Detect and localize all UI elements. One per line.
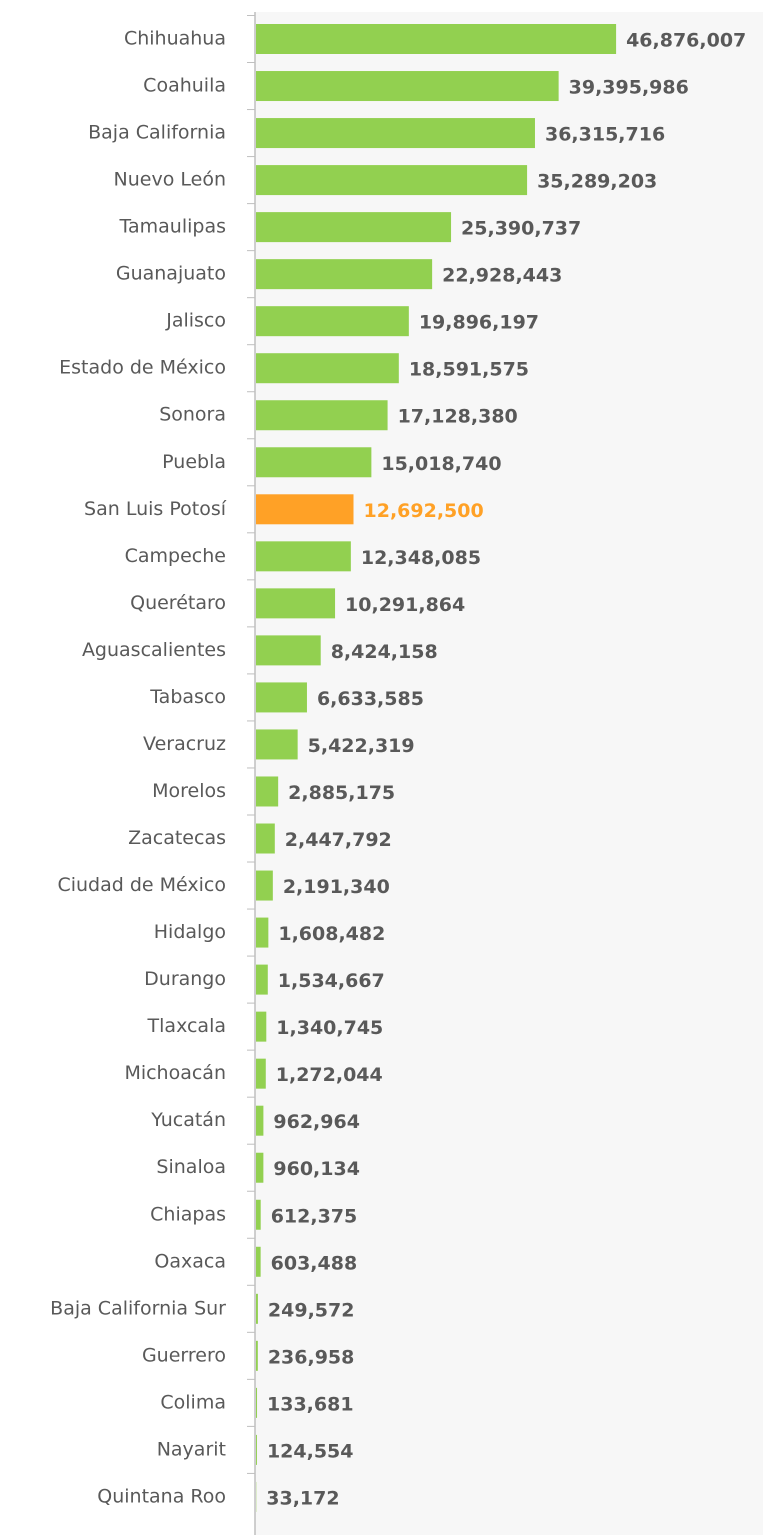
bar [256, 588, 336, 619]
bar [256, 823, 275, 854]
category-label: Durango [144, 968, 226, 990]
category-label: Aguascalientes [82, 639, 226, 661]
value-label: 15,018,740 [381, 453, 501, 475]
value-label: 35,289,203 [537, 171, 657, 193]
value-label: 124,554 [267, 1440, 354, 1462]
bar [256, 353, 399, 384]
value-label: 1,340,745 [276, 1017, 383, 1039]
value-label: 133,681 [267, 1393, 354, 1415]
category-label: Campeche [125, 545, 226, 567]
bar [256, 1011, 267, 1042]
value-label: 25,390,737 [461, 218, 581, 240]
value-label: 1,534,667 [278, 970, 385, 992]
category-label: Puebla [162, 451, 226, 473]
value-label: 2,447,792 [285, 829, 392, 851]
category-label: Michoacán [124, 1062, 226, 1084]
category-label: Oaxaca [154, 1250, 226, 1272]
category-label: Colima [160, 1391, 226, 1413]
category-label: Jalisco [165, 310, 226, 332]
bar [256, 917, 269, 948]
bar [256, 212, 452, 243]
value-label: 603,488 [271, 1252, 358, 1274]
bar [256, 1152, 264, 1183]
value-label: 22,928,443 [442, 265, 562, 287]
category-label: Coahuila [143, 75, 226, 97]
bar [256, 165, 528, 196]
category-label: Veracruz [143, 733, 226, 755]
value-label: 12,692,500 [364, 500, 484, 522]
category-label: San Luis Potosí [84, 498, 227, 520]
value-label: 8,424,158 [331, 641, 438, 663]
bar [256, 1105, 264, 1136]
bar [256, 1340, 258, 1371]
value-label: 39,395,986 [569, 77, 689, 99]
category-label: Guanajuato [116, 263, 226, 285]
category-label: Ciudad de México [57, 874, 226, 896]
bar [256, 118, 535, 149]
value-label: 960,134 [273, 1158, 360, 1180]
category-label: Baja California Sur [50, 1297, 226, 1319]
bar [256, 729, 298, 760]
category-label: Tamaulipas [119, 216, 226, 238]
bar [256, 635, 321, 666]
bar [256, 1058, 266, 1089]
category-label: Chiapas [150, 1203, 226, 1225]
value-label: 19,896,197 [419, 312, 539, 334]
bar [256, 447, 372, 478]
value-label: 12,348,085 [361, 547, 481, 569]
bar [256, 964, 268, 995]
bar [256, 71, 559, 102]
value-label: 249,572 [268, 1299, 355, 1321]
bar [256, 306, 409, 337]
value-label: 236,958 [268, 1346, 355, 1368]
category-label: Hidalgo [154, 921, 226, 943]
category-label: Baja California [88, 122, 226, 144]
bar [256, 400, 388, 431]
value-label: 36,315,716 [545, 124, 665, 146]
value-label: 10,291,864 [345, 594, 465, 616]
value-label: 2,191,340 [283, 876, 390, 898]
value-label: 962,964 [273, 1111, 360, 1133]
category-label: Sonora [159, 404, 226, 426]
value-label: 1,272,044 [276, 1064, 383, 1086]
value-label: 1,608,482 [278, 923, 385, 945]
category-label: Zacatecas [128, 827, 226, 849]
category-label: Tlaxcala [147, 1015, 226, 1037]
bar [256, 541, 351, 572]
value-label: 612,375 [271, 1205, 358, 1227]
category-label: Guerrero [142, 1344, 226, 1366]
bar [256, 776, 279, 807]
category-label: Nuevo León [114, 169, 226, 191]
bar [256, 494, 354, 525]
category-label: Quintana Roo [97, 1485, 226, 1507]
value-label: 6,633,585 [317, 688, 424, 710]
bar [256, 1199, 261, 1230]
value-label: 46,876,007 [626, 30, 746, 52]
bar [256, 24, 617, 54]
bar [256, 682, 307, 713]
category-label: Morelos [152, 780, 226, 802]
value-label: 2,885,175 [288, 782, 395, 804]
category-label: Estado de México [59, 357, 226, 379]
category-label: Chihuahua [124, 28, 226, 50]
value-label: 33,172 [266, 1487, 339, 1509]
value-label: 18,591,575 [409, 359, 529, 381]
value-label: 5,422,319 [308, 735, 415, 757]
category-label: Tabasco [149, 686, 226, 708]
bar [256, 870, 273, 901]
category-label: Querétaro [130, 592, 226, 614]
category-label: Yucatán [150, 1109, 226, 1131]
category-label: Sinaloa [156, 1156, 226, 1178]
bar [256, 1434, 257, 1465]
bar [256, 1293, 258, 1324]
category-label: Nayarit [157, 1438, 226, 1460]
bar [256, 259, 433, 290]
bar [256, 1387, 258, 1418]
value-label: 17,128,380 [398, 406, 518, 428]
bar [256, 1246, 261, 1277]
